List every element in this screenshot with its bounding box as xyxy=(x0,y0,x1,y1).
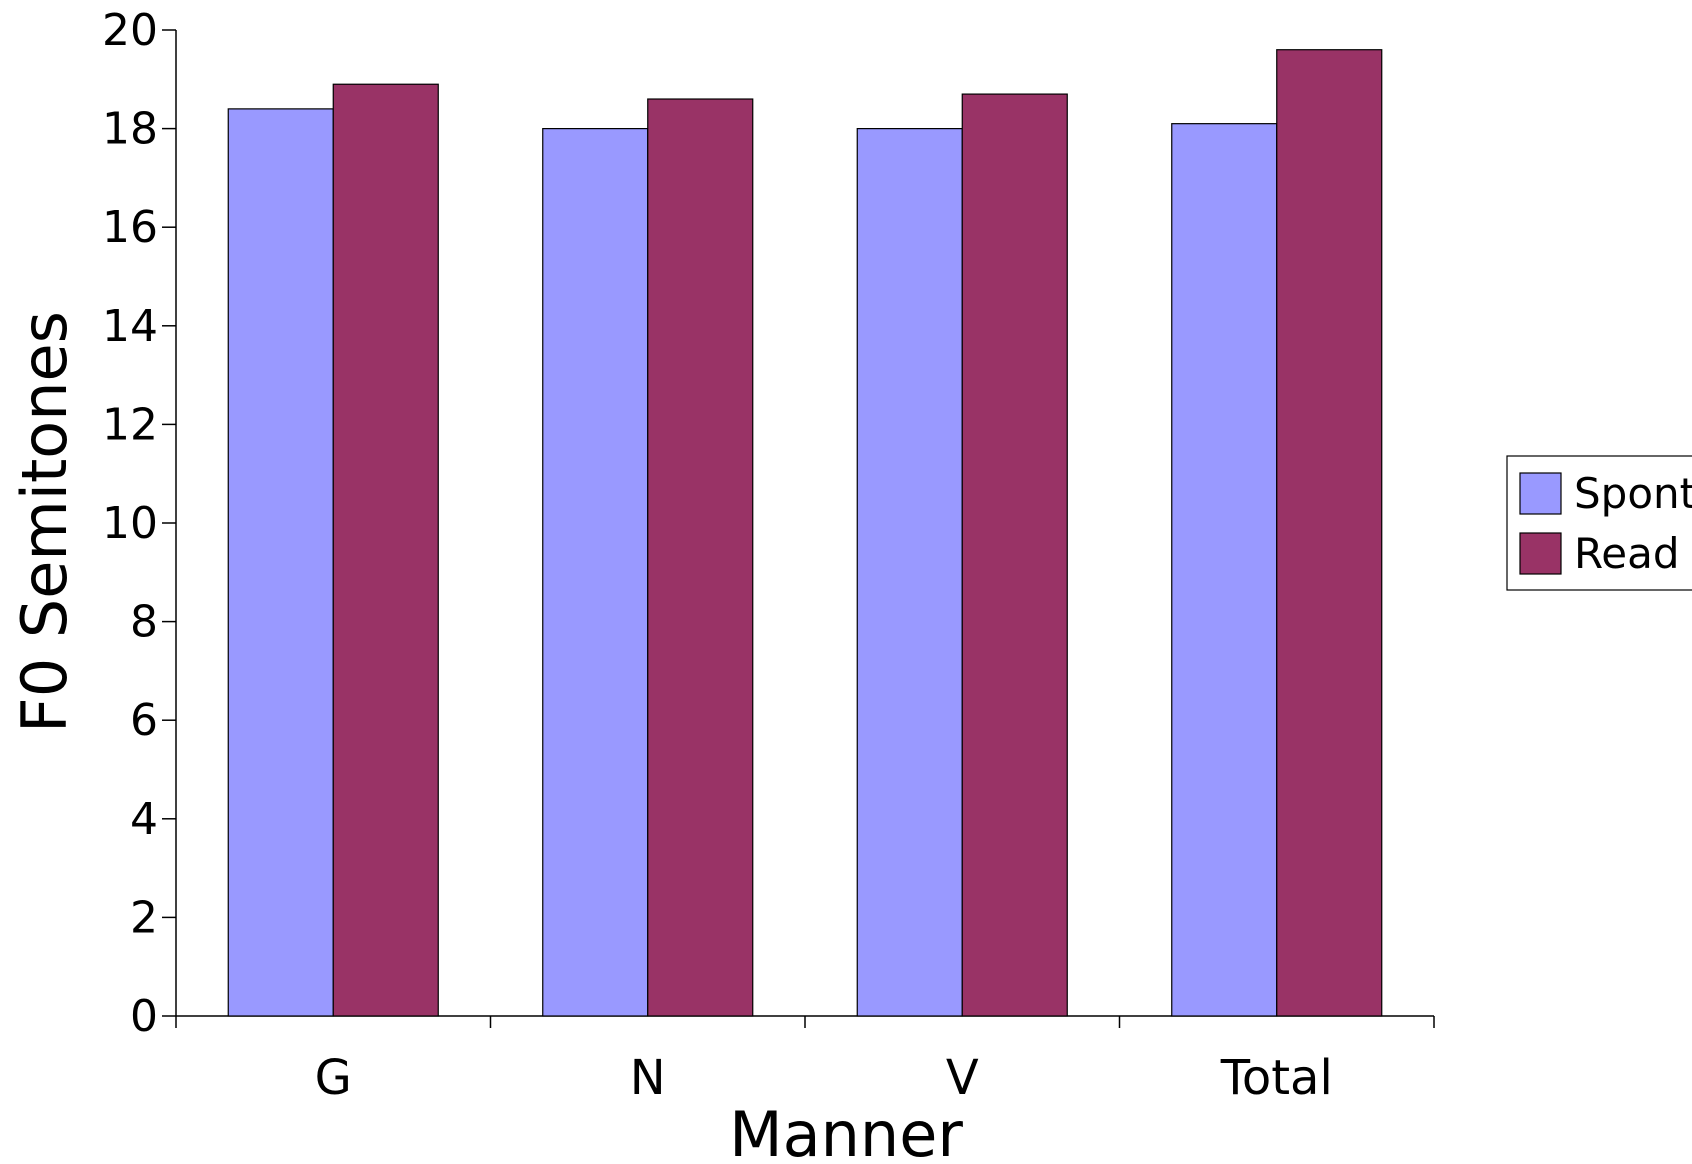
y-tick-label: 4 xyxy=(130,794,158,845)
legend-swatch-spont xyxy=(1519,472,1562,515)
legend-swatch-read xyxy=(1519,532,1562,575)
bar-spont-total xyxy=(1171,123,1278,1017)
y-tick-label: 14 xyxy=(102,301,158,352)
y-tick-label: 10 xyxy=(102,498,158,549)
bar-read-n xyxy=(647,98,754,1017)
y-tick-label: 8 xyxy=(130,597,158,648)
legend-label-spont: Spont xyxy=(1574,469,1692,518)
legend: Spont Read xyxy=(1506,455,1692,591)
bar-spont-g xyxy=(227,108,334,1017)
y-axis-ticks: 0 2 4 6 8 10 12 14 16 18 20 xyxy=(102,5,176,1042)
legend-label-read: Read xyxy=(1574,529,1680,578)
y-tick-label: 2 xyxy=(130,892,158,943)
x-tick-label: G xyxy=(315,1050,352,1106)
x-axis-ticks: G N V Total xyxy=(175,1016,1435,1106)
y-tick-label: 0 xyxy=(130,991,158,1042)
legend-items: Spont Read xyxy=(1519,469,1692,578)
plot-area: 0 2 4 6 8 10 12 14 16 18 20 G N V Total xyxy=(102,5,1435,1106)
y-tick-label: 18 xyxy=(102,104,158,155)
bar-spont-n xyxy=(542,128,649,1017)
x-tick-label: V xyxy=(946,1050,979,1106)
x-axis-title: Manner xyxy=(729,1098,963,1164)
x-tick-label: Total xyxy=(1220,1050,1333,1106)
bar-read-g xyxy=(332,83,439,1017)
y-axis-title: F0 Semitones xyxy=(8,311,81,733)
bar-read-v xyxy=(961,93,1068,1017)
bars-group xyxy=(227,49,1383,1017)
bar-spont-v xyxy=(856,128,963,1017)
bar-read-total xyxy=(1276,49,1383,1017)
y-tick-label: 16 xyxy=(102,202,158,253)
x-tick-label: N xyxy=(630,1050,666,1106)
y-tick-label: 12 xyxy=(102,399,158,450)
y-tick-label: 20 xyxy=(102,5,158,56)
y-tick-label: 6 xyxy=(130,695,158,746)
